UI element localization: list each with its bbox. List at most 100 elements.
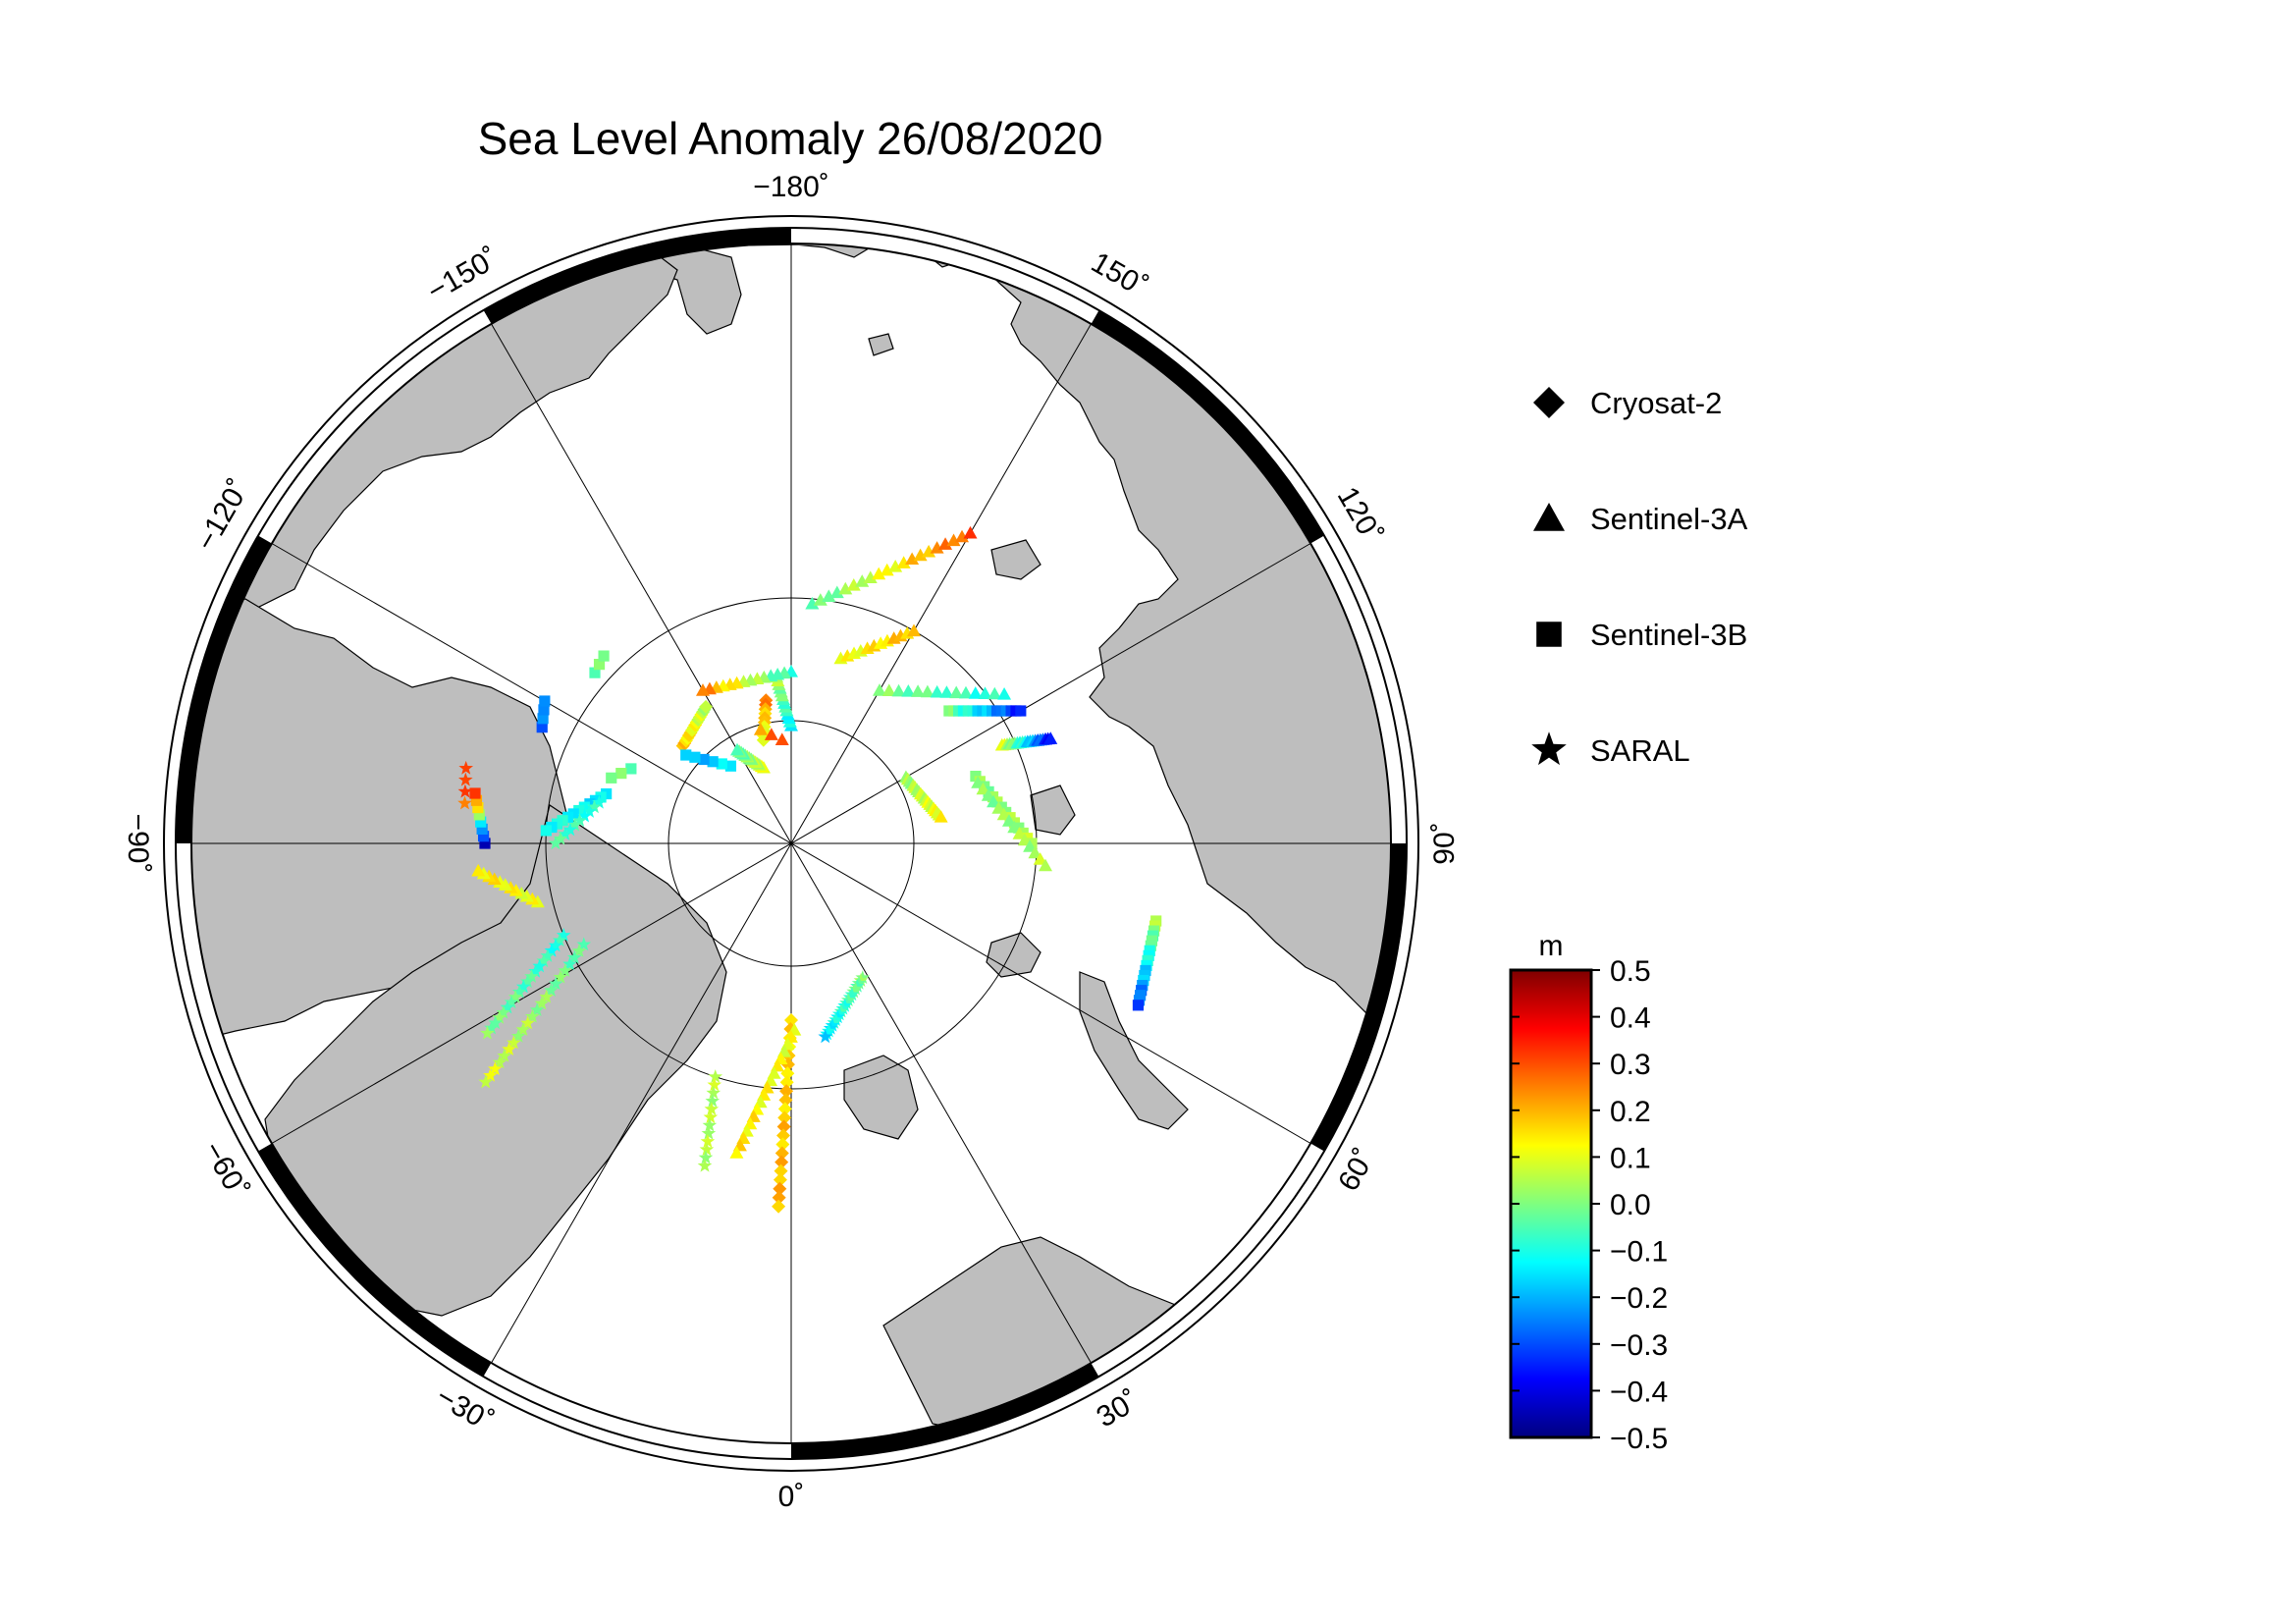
track-point-triangle xyxy=(991,801,1006,814)
track-point-triangle xyxy=(1001,814,1016,827)
track-point-triangle xyxy=(881,683,896,697)
track-point-star xyxy=(528,963,543,978)
track-point-star xyxy=(562,956,577,971)
track-point-diamond xyxy=(775,1137,790,1152)
track-point-star xyxy=(496,1004,511,1019)
colorbar-tick-label: −0.4 xyxy=(1610,1376,1668,1408)
map-title: Sea Level Anomaly 26/08/2020 xyxy=(478,113,1103,164)
triangle-icon xyxy=(1533,503,1565,531)
track-point-triangle xyxy=(1007,820,1022,834)
frame-segment xyxy=(1310,843,1407,1152)
track-point-star xyxy=(539,989,554,1003)
track-point-square xyxy=(538,704,550,716)
track-point-star xyxy=(839,995,854,1009)
track-point-triangle xyxy=(888,560,903,572)
track-point-triangle xyxy=(907,623,921,637)
track-point-diamond xyxy=(779,1075,794,1090)
colorbar-tick-label: 0.1 xyxy=(1610,1142,1651,1174)
mission-legend: Cryosat-2 Sentinel-3A Sentinel-3B SARAL xyxy=(1531,386,1748,768)
track-point-square xyxy=(539,695,551,707)
diamond-icon xyxy=(1533,387,1565,418)
track-point-diamond xyxy=(774,1163,788,1178)
track-point-triangle xyxy=(978,686,992,700)
colorbar-tick-label: −0.5 xyxy=(1610,1423,1668,1455)
track-point-triangle xyxy=(976,782,990,795)
track-point-triangle xyxy=(997,687,1012,700)
colorbar-bar xyxy=(1509,968,1593,1439)
frame-segment xyxy=(258,1143,492,1377)
track-point-triangle xyxy=(471,863,486,877)
frame-segment xyxy=(1091,1143,1324,1377)
track-point-star xyxy=(511,984,527,999)
colorbar-tick-label: 0.5 xyxy=(1610,955,1651,988)
track-point-square xyxy=(540,825,552,837)
track-point-star xyxy=(846,984,862,999)
land-severnaya-zemlya xyxy=(1030,784,1076,836)
frame-circle xyxy=(163,215,1419,1472)
track-point-square xyxy=(689,751,701,763)
legend-label: Sentinel-3A xyxy=(1590,502,1748,536)
track-point-triangle xyxy=(901,684,916,697)
longitude-label: 30˚ xyxy=(1092,1384,1145,1434)
land-svalbard xyxy=(843,1055,919,1140)
track-point-star xyxy=(587,799,602,814)
track-point-diamond xyxy=(776,1128,791,1143)
track-point-triangle xyxy=(730,742,744,756)
track-point-square xyxy=(1132,1000,1145,1011)
frame-segment xyxy=(1091,310,1324,544)
frame-circle xyxy=(175,227,1408,1460)
track-point-star xyxy=(700,1133,716,1148)
map-frame xyxy=(163,215,1419,1472)
land-franz-josef xyxy=(986,932,1041,978)
track-point-star xyxy=(497,1048,512,1062)
track-point-star xyxy=(502,1042,516,1056)
frame-circle xyxy=(190,243,1392,1444)
track-point-star xyxy=(562,822,578,837)
track-point-star xyxy=(534,996,550,1010)
track-point-square xyxy=(716,758,727,770)
track-point-triangle xyxy=(922,544,936,558)
frame-segment xyxy=(791,228,1099,324)
longitude-label: 60˚ xyxy=(1332,1144,1381,1197)
longitude-label: −30˚ xyxy=(431,1380,499,1438)
track-point-triangle xyxy=(1043,731,1058,744)
track-point-triangle xyxy=(963,525,978,539)
track-point-star xyxy=(548,938,563,952)
track-point-star xyxy=(457,772,473,786)
track-point-diamond xyxy=(772,1199,786,1214)
track-point-star xyxy=(577,808,592,823)
track-point-star xyxy=(478,1074,494,1089)
frame-segment xyxy=(483,1363,791,1459)
legend-label: Sentinel-3B xyxy=(1590,618,1747,652)
track-point-star xyxy=(850,978,865,993)
track-point-star xyxy=(820,1026,834,1041)
land-novaya-zemlya xyxy=(1079,971,1189,1130)
track-point-triangle xyxy=(939,685,954,698)
track-point-square xyxy=(625,763,637,775)
track-point-triangle xyxy=(987,794,1001,808)
track-point-star xyxy=(548,976,563,991)
frame-segment xyxy=(258,310,492,544)
colorbar-tick-label: −0.2 xyxy=(1610,1282,1668,1315)
track-point-square xyxy=(1015,705,1027,717)
track-point-star xyxy=(532,958,547,973)
track-point-triangle xyxy=(896,556,911,568)
track-point-triangle xyxy=(971,776,986,788)
track-point-triangle xyxy=(920,684,934,698)
track-point-triangle xyxy=(1033,852,1047,865)
track-point-triangle xyxy=(829,585,844,599)
track-point-star xyxy=(830,1009,845,1024)
track-point-star xyxy=(553,969,568,984)
track-point-diamond xyxy=(773,1181,787,1196)
longitude-label: 0˚ xyxy=(778,1481,805,1513)
colorbar-tick-label: 0.0 xyxy=(1610,1189,1651,1221)
track-point-star xyxy=(525,1008,540,1023)
track-point-square xyxy=(589,667,601,678)
track-point-star xyxy=(558,963,573,977)
track-point-star xyxy=(582,803,597,818)
track-point-star xyxy=(844,987,860,1001)
track-point-diamond xyxy=(777,1102,792,1116)
track-point-diamond xyxy=(777,1110,792,1125)
track-point-star xyxy=(520,974,535,989)
